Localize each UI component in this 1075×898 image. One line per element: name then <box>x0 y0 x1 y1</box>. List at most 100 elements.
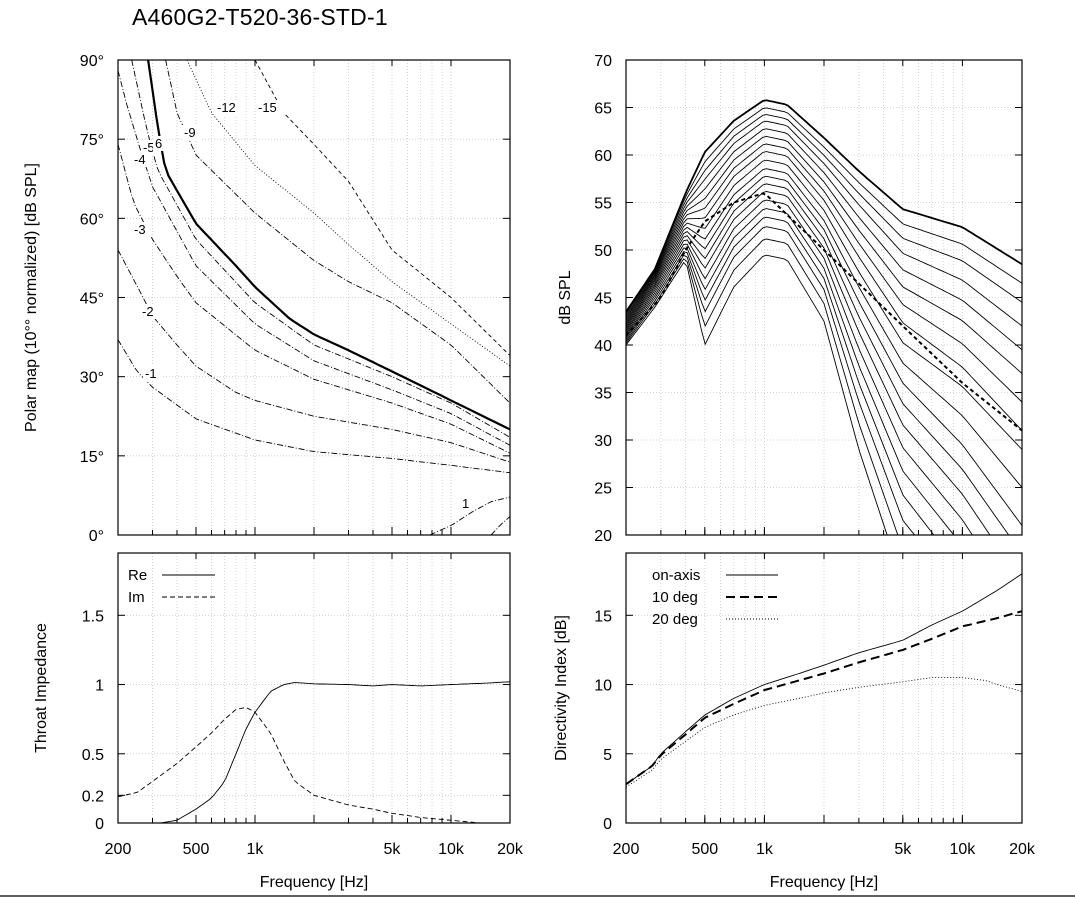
x-axis-label: Frequency [Hz] <box>260 874 368 891</box>
spl-curve <box>626 99 1022 313</box>
contour-line <box>490 516 510 535</box>
contour-line <box>254 60 510 356</box>
x-tick-label: 500 <box>183 841 210 858</box>
spl-curve <box>626 216 935 535</box>
contour-label: -9 <box>184 125 196 140</box>
spl-curve <box>626 208 955 535</box>
spl-curve <box>626 135 1022 374</box>
contour-label: 1 <box>462 496 469 511</box>
spl-curve <box>626 238 899 535</box>
contour-label: 6 <box>155 136 162 151</box>
y-tick-label: 5 <box>603 747 612 764</box>
plot-frame <box>625 59 1023 536</box>
spl-curve <box>626 168 1022 488</box>
y-tick-label: 75° <box>80 132 104 149</box>
plot-frame <box>625 552 1023 824</box>
contour-line <box>429 496 510 535</box>
spl-reference-curve <box>626 192 1022 432</box>
y-tick-label: 65 <box>594 101 612 118</box>
x-tick-label: 20k <box>497 841 524 858</box>
y-tick-label: 50 <box>594 243 612 260</box>
contour-line <box>186 60 510 367</box>
contour-label: -12 <box>217 100 236 115</box>
spl-curve <box>626 254 888 535</box>
spl-curve <box>626 175 1022 526</box>
impedance-plot: 0 0.2 0.5 1 1.5 200 500 1k 5k 10k 20k Throat Impeda… <box>33 552 524 891</box>
y-axis-label: Throat Impedance <box>33 623 50 753</box>
y-tick-label: 0.5 <box>82 747 104 764</box>
directivity-curve <box>626 573 1022 785</box>
directivity-plot: 0 5 10 15 200 500 1k 5k 10k 20k Directivity Index … <box>553 552 1036 891</box>
y-tick-label: 25 <box>594 481 612 498</box>
spl-curve <box>626 226 916 535</box>
y-tick-label: 0.2 <box>82 788 104 805</box>
y-tick-label: 0 <box>603 816 612 833</box>
x-axis-label: Frequency [Hz] <box>770 874 878 891</box>
legend-label: on-axis <box>652 567 700 584</box>
plot-frame <box>117 552 511 824</box>
y-tick-label: 90° <box>80 53 104 70</box>
contour-label: -1 <box>145 366 157 381</box>
spl-curve <box>626 151 1022 431</box>
contour-line <box>165 60 510 404</box>
directivity-curve <box>626 610 1022 786</box>
contour-line <box>118 70 510 446</box>
contour-label-bg <box>182 125 202 140</box>
contour-line <box>118 144 510 454</box>
spl-curve <box>626 199 973 535</box>
y-tick-label: 0° <box>89 528 104 545</box>
contour-label-bg <box>460 496 472 511</box>
page-title: A460G2-T520-36-STD-1 <box>132 4 388 30</box>
impedance-curve-im <box>118 707 510 823</box>
spl-curve <box>626 191 991 535</box>
y-tick-label: 70 <box>594 53 612 70</box>
legend-label: Re <box>128 567 147 584</box>
y-tick-label: 55 <box>594 196 612 213</box>
contour-label: -5 <box>143 140 155 155</box>
spl-curve <box>626 143 1022 403</box>
y-tick-label: 40 <box>594 338 612 355</box>
y-tick-label: 10 <box>594 678 612 695</box>
spl-curve <box>626 128 1022 351</box>
spl-curve <box>626 114 1022 316</box>
y-tick-label: 60° <box>80 211 104 228</box>
y-axis-label: Polar map (10°° normalized) [dB SPL] <box>23 163 40 432</box>
contour-label-bg <box>153 136 165 151</box>
contour-line <box>118 339 510 474</box>
spl-plot: 20 25 30 35 40 45 50 55 60 65 70 dB SPL <box>557 53 1023 545</box>
y-tick-label: 15° <box>80 449 104 466</box>
y-tick-label: 0 <box>95 816 104 833</box>
x-tick-label: 20k <box>1009 841 1036 858</box>
y-tick-label: 30° <box>80 370 104 387</box>
y-tick-label: 15 <box>594 608 612 625</box>
y-axis-label: dB SPL <box>557 270 574 324</box>
contour-label-bg <box>140 304 160 319</box>
x-tick-label: 10k <box>949 841 976 858</box>
contour-line <box>147 60 510 431</box>
legend-label: Im <box>128 589 145 606</box>
contour-label: -2 <box>142 304 154 319</box>
legend-label: 10 deg <box>652 589 698 606</box>
contour-label: -3 <box>134 222 146 237</box>
plot-frame <box>117 59 511 536</box>
spl-curves <box>626 99 1022 535</box>
x-tick-label: 5k <box>384 841 402 858</box>
x-tick-label: 10k <box>438 841 465 858</box>
contour-label-bg <box>132 152 152 167</box>
y-tick-label: 1 <box>95 678 104 695</box>
y-tick-label: 20 <box>594 528 612 545</box>
y-tick-label: 60 <box>594 148 612 165</box>
contour-lines <box>118 60 510 535</box>
y-axis-label: Directivity Index [dB] <box>553 615 570 761</box>
x-tick-label: 200 <box>613 841 640 858</box>
contour-label-bg <box>132 222 152 237</box>
spl-curve <box>626 107 1022 314</box>
polar-map-plot: 0° 15° 30° 45° 60° 75° 90° Polar map (10°° norm… <box>23 53 511 545</box>
contour-label-bg <box>256 100 284 115</box>
contour-line <box>118 249 510 463</box>
directivity-curves <box>626 573 1022 788</box>
legend-label: 20 deg <box>652 611 698 628</box>
impedance-curve-re <box>118 681 510 823</box>
contour-line <box>131 60 510 438</box>
